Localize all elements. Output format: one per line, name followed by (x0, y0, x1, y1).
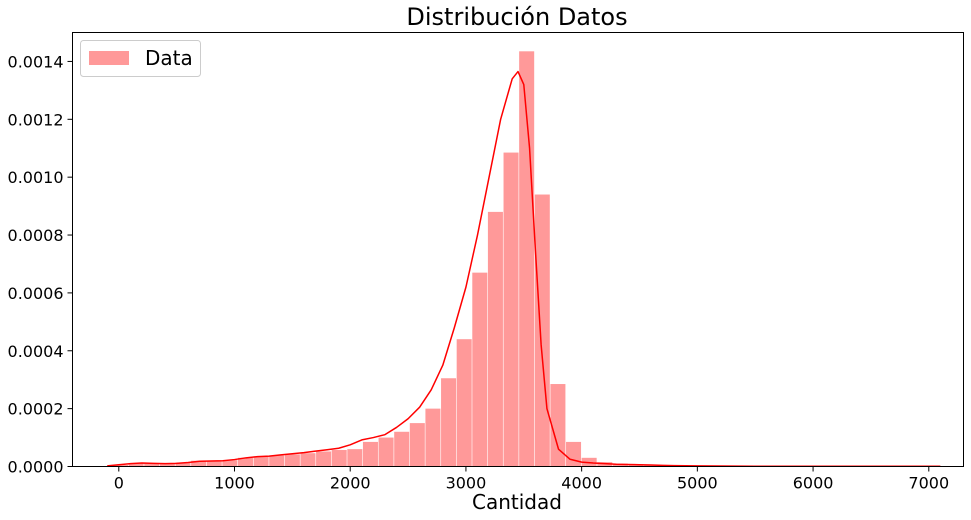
legend-box (80, 40, 201, 77)
histogram-bar (566, 441, 582, 467)
histogram-bar (347, 449, 363, 467)
y-tick-label: 0.0006 (8, 284, 64, 303)
kde-line (107, 70, 941, 467)
histogram-bar (456, 339, 472, 467)
plot-frame (72, 32, 964, 467)
histogram-bar (472, 272, 488, 467)
legend-label: Data (145, 46, 193, 70)
x-tick-label: 4000 (561, 474, 602, 493)
histogram-bar (237, 457, 253, 467)
x-tick-label: 0 (114, 474, 124, 493)
histogram-bar (362, 441, 378, 467)
histogram-bar (394, 431, 410, 467)
x-axis-label: Cantidad (472, 490, 562, 514)
y-tick-label: 0.0014 (8, 52, 64, 71)
y-tick-label: 0.0004 (8, 342, 64, 361)
y-tick-label: 0.0010 (8, 168, 64, 187)
histogram-bar (534, 194, 550, 467)
chart-title: Distribución Datos (406, 3, 627, 31)
x-tick-label: 7000 (908, 474, 949, 493)
x-tick-label: 1000 (214, 474, 255, 493)
legend-swatch (89, 51, 129, 65)
histogram-bar (113, 465, 129, 467)
histogram-bar (128, 463, 144, 467)
x-axis: 0 1000 2000 3000 4000 5000 6000 7000 (114, 466, 949, 493)
histogram-bar (191, 460, 207, 467)
histogram-bar (612, 463, 628, 467)
histogram-bar (487, 211, 503, 467)
x-tick-label: 2000 (330, 474, 371, 493)
histogram-bar (222, 460, 238, 467)
y-tick-label: 0.0000 (8, 458, 64, 477)
histogram-bar (159, 463, 175, 467)
legend: Data (80, 40, 201, 77)
histogram-bar (409, 423, 425, 467)
y-tick-label: 0.0012 (8, 110, 64, 129)
x-tick-label: 5000 (677, 474, 718, 493)
histogram-bar (331, 450, 347, 467)
x-tick-label: 3000 (446, 474, 487, 493)
histogram-bar (175, 462, 191, 467)
histogram-bar (206, 460, 222, 467)
y-axis: 0.0000 0.0002 0.0004 0.0006 0.0008 0.0010 0.00… (8, 52, 73, 477)
histogram-bar (253, 456, 269, 467)
histogram-bar (144, 463, 160, 467)
histogram-bar (378, 437, 394, 467)
histogram-bar (441, 378, 457, 467)
y-tick-label: 0.0002 (8, 400, 64, 419)
y-tick-label: 0.0008 (8, 226, 64, 245)
x-tick-label: 6000 (793, 474, 834, 493)
kde-curve-group (107, 70, 941, 467)
histogram-bar (300, 453, 316, 467)
histogram-bar (425, 408, 441, 467)
histogram-bar (503, 152, 519, 467)
histogram-bar (269, 455, 285, 467)
histogram-bar (316, 451, 332, 467)
histogram-bar (550, 384, 566, 467)
histogram-bar (284, 454, 300, 467)
